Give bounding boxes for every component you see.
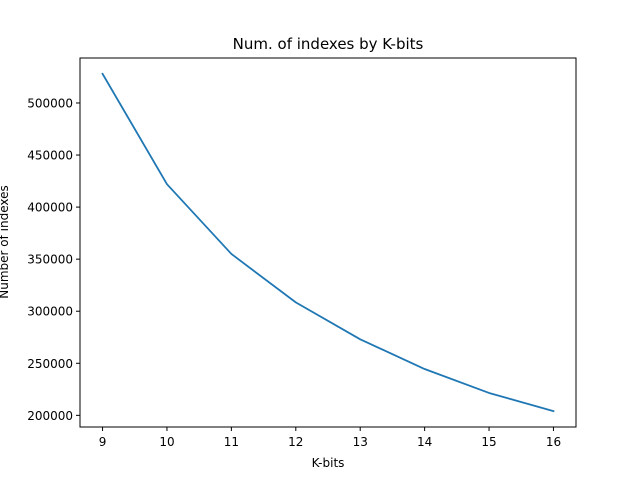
chart-title: Num. of indexes by K-bits bbox=[233, 35, 424, 53]
y-tick-label-450000: 450000 bbox=[27, 149, 73, 163]
plot-area: 9 10 11 12 13 14 15 16 200000 250000 300000 350000 4… bbox=[27, 57, 577, 449]
x-tick-label-13: 13 bbox=[353, 435, 368, 449]
x-axis-label: K-bits bbox=[312, 456, 345, 470]
y-tick-label-350000: 350000 bbox=[27, 253, 73, 267]
y-tick-label-400000: 400000 bbox=[27, 201, 73, 215]
x-tick-label-16: 16 bbox=[546, 435, 561, 449]
y-tick-label-500000: 500000 bbox=[27, 96, 73, 110]
axes-frame bbox=[79, 57, 577, 428]
x-tick-label-15: 15 bbox=[481, 435, 496, 449]
x-tick-label-14: 14 bbox=[417, 435, 432, 449]
y-axis-label: Number of indexes bbox=[0, 185, 11, 299]
x-tick-label-9: 9 bbox=[99, 435, 107, 449]
x-tick-label-12: 12 bbox=[288, 435, 303, 449]
y-tick-label-300000: 300000 bbox=[27, 305, 73, 319]
x-tick-label-11: 11 bbox=[224, 435, 239, 449]
x-tick-label-10: 10 bbox=[159, 435, 174, 449]
series-line-0 bbox=[101, 72, 555, 413]
y-tick-label-200000: 200000 bbox=[27, 409, 73, 423]
y-tick-label-250000: 250000 bbox=[27, 357, 73, 371]
